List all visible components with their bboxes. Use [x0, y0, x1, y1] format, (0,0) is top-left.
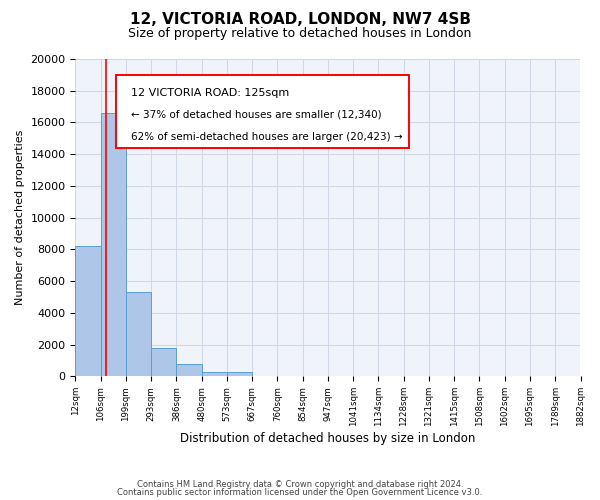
Text: Contains public sector information licensed under the Open Government Licence v3: Contains public sector information licen…: [118, 488, 482, 497]
Bar: [176, 364, 202, 376]
Bar: [76, 246, 101, 376]
X-axis label: Distribution of detached houses by size in London: Distribution of detached houses by size …: [180, 432, 476, 445]
Text: Contains HM Land Registry data © Crown copyright and database right 2024.: Contains HM Land Registry data © Crown c…: [137, 480, 463, 489]
FancyBboxPatch shape: [116, 75, 409, 148]
Text: 62% of semi-detached houses are larger (20,423) →: 62% of semi-detached houses are larger (…: [131, 132, 403, 142]
Text: 12, VICTORIA ROAD, LONDON, NW7 4SB: 12, VICTORIA ROAD, LONDON, NW7 4SB: [130, 12, 470, 28]
Text: Size of property relative to detached houses in London: Size of property relative to detached ho…: [128, 28, 472, 40]
Y-axis label: Number of detached properties: Number of detached properties: [15, 130, 25, 306]
Bar: [202, 372, 227, 376]
Bar: [101, 113, 126, 376]
Text: ← 37% of detached houses are smaller (12,340): ← 37% of detached houses are smaller (12…: [131, 110, 382, 120]
Text: 12 VICTORIA ROAD: 125sqm: 12 VICTORIA ROAD: 125sqm: [131, 88, 289, 98]
Bar: [126, 292, 151, 376]
Bar: [151, 348, 176, 376]
Bar: [227, 372, 252, 376]
